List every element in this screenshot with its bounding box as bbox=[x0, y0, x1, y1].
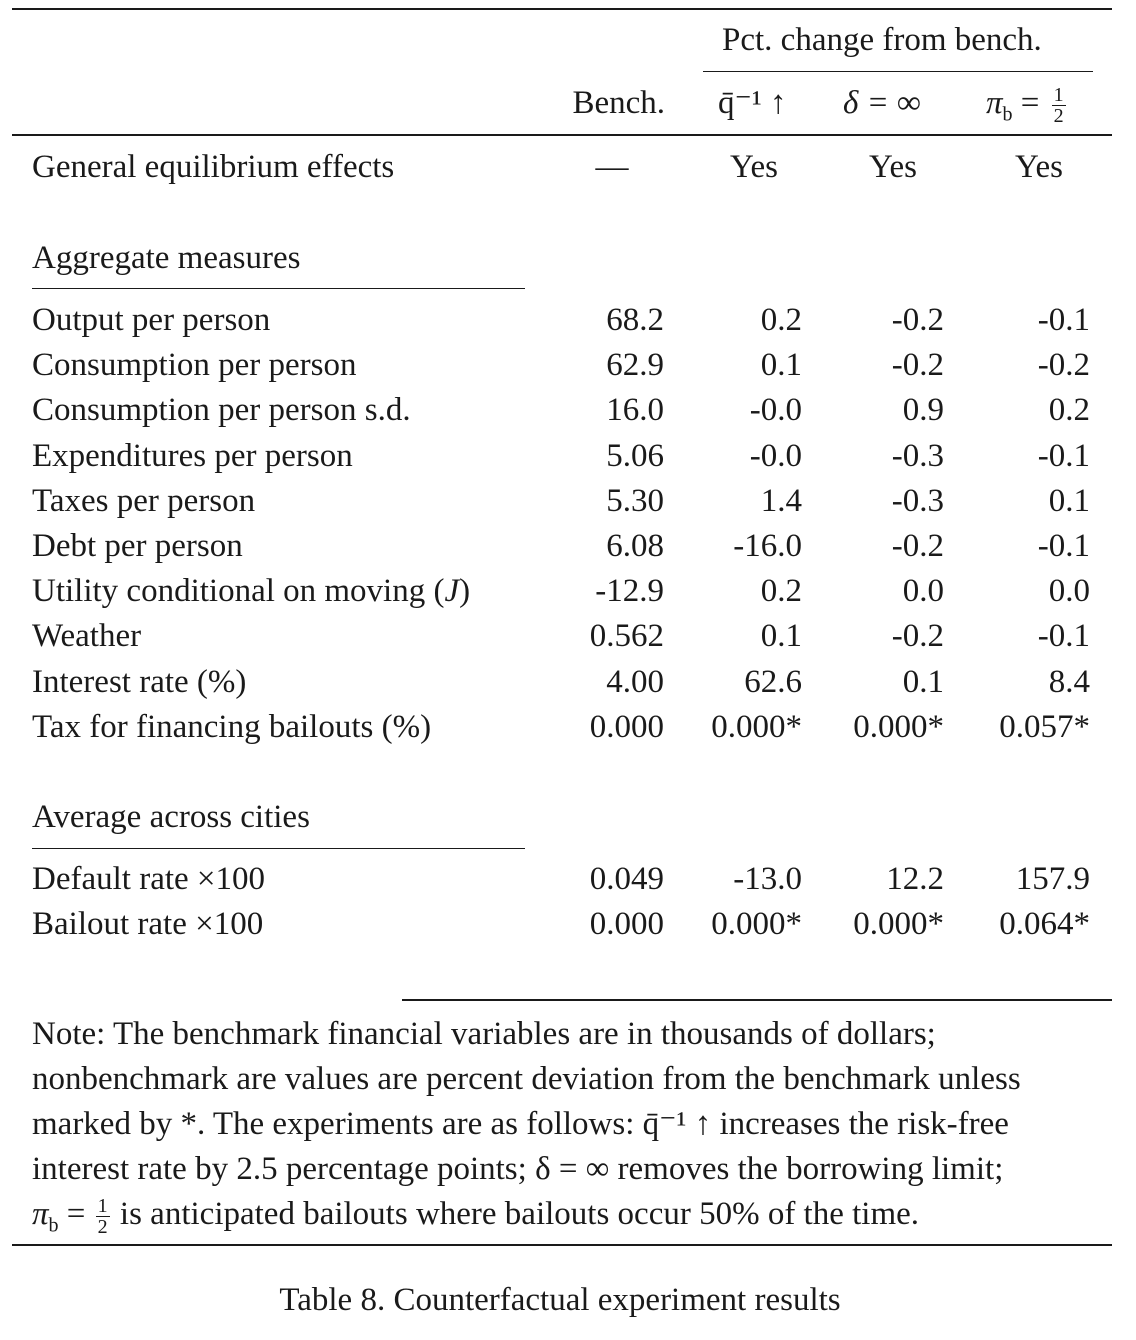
row-label: Weather bbox=[32, 618, 142, 655]
group-rule bbox=[703, 71, 1093, 72]
row-value-col1: 0.2 bbox=[760, 573, 802, 610]
row-value-col0: 5.06 bbox=[606, 437, 664, 474]
ge-col1: Yes bbox=[729, 149, 779, 185]
row-value-col1: -0.0 bbox=[749, 437, 802, 474]
header-q-inverse: q̄⁻¹ ↑ bbox=[718, 85, 787, 121]
row-label: Default rate ×100 bbox=[32, 861, 266, 897]
row-label: Consumption per person bbox=[32, 347, 357, 384]
section-title-aggregate: Aggregate measures bbox=[32, 240, 301, 276]
note-bottom-rule bbox=[12, 1244, 1112, 1246]
row-value-col2: -0.2 bbox=[891, 302, 944, 338]
ge-col3: Yes bbox=[1014, 149, 1064, 185]
note-line: Note: The benchmark financial variables … bbox=[32, 1016, 936, 1052]
row-value-col0: 5.30 bbox=[606, 482, 664, 519]
pi-subscript: b bbox=[1002, 103, 1013, 126]
equals-sign: = bbox=[1020, 85, 1040, 121]
row-value-col1: 0.000* bbox=[711, 708, 802, 745]
row-label: Output per person bbox=[32, 302, 271, 338]
row-value-col2: 0.1 bbox=[902, 663, 944, 700]
row-value-col0: 0.000 bbox=[589, 906, 664, 943]
row-value-col1: 0.000* bbox=[711, 906, 802, 943]
top-rule bbox=[12, 8, 1112, 10]
row-value-col2: 0.0 bbox=[902, 573, 944, 610]
ge-label: General equilibrium effects bbox=[32, 149, 395, 185]
row-value-col2: 12.2 bbox=[886, 861, 944, 897]
row-value-col2: -0.2 bbox=[891, 618, 944, 655]
row-value-col3: 157.9 bbox=[1015, 861, 1090, 897]
row-value-col1: 0.1 bbox=[760, 618, 802, 655]
row-value-col2: -0.3 bbox=[891, 437, 944, 474]
row-value-col3: 0.057* bbox=[999, 708, 1090, 745]
row-value-col3: -0.2 bbox=[1037, 347, 1090, 384]
note-line: marked by *. The experiments are as foll… bbox=[32, 1106, 1009, 1142]
row-value-col2: 0.9 bbox=[902, 392, 944, 429]
table-note: Note: The benchmark financial variables … bbox=[32, 1012, 1092, 1249]
row-value-col2: -0.2 bbox=[891, 528, 944, 564]
table-caption: Table 8. Counterfactual experiment resul… bbox=[279, 1282, 841, 1318]
row-label: Interest rate (%) bbox=[32, 663, 247, 700]
row-label: Consumption per person s.d. bbox=[32, 392, 411, 429]
row-value-col0: -12.9 bbox=[595, 573, 664, 610]
row-value-col3: 0.064* bbox=[999, 906, 1090, 943]
row-value-col1: -13.0 bbox=[733, 861, 802, 897]
row-value-col1: 62.6 bbox=[744, 663, 802, 700]
section1-rule bbox=[32, 288, 525, 289]
section2-rule bbox=[32, 848, 525, 849]
row-label: Tax for financing bailouts (%) bbox=[32, 708, 432, 745]
row-value-col1: 0.2 bbox=[760, 302, 802, 338]
table-bottom-rule bbox=[402, 999, 1112, 1001]
row-label: Expenditures per person bbox=[32, 437, 353, 474]
row-value-col2: 0.000* bbox=[853, 708, 944, 745]
row-value-col2: 0.000* bbox=[853, 906, 944, 943]
row-value-col3: -0.1 bbox=[1037, 437, 1090, 474]
row-label: Taxes per person bbox=[32, 482, 256, 519]
pi-symbol: π bbox=[986, 85, 1003, 121]
row-value-col3: 0.0 bbox=[1048, 573, 1090, 610]
row-value-col0: 16.0 bbox=[606, 392, 664, 429]
header-rule bbox=[12, 134, 1112, 136]
row-value-col1: 1.4 bbox=[760, 482, 802, 519]
ge-col2: Yes bbox=[868, 149, 918, 185]
row-value-col1: -16.0 bbox=[733, 528, 802, 564]
note-line: interest rate by 2.5 percentage points; … bbox=[32, 1151, 1004, 1187]
row-value-col3: 8.4 bbox=[1048, 663, 1090, 700]
row-value-col0: 0.562 bbox=[589, 618, 664, 655]
row-label: Debt per person bbox=[32, 528, 243, 564]
row-value-col2: -0.3 bbox=[891, 482, 944, 519]
section-title-cities: Average across cities bbox=[32, 799, 310, 835]
row-value-col3: -0.1 bbox=[1037, 302, 1090, 338]
note-line: nonbenchmark are values are percent devi… bbox=[32, 1061, 1021, 1097]
row-value-col1: -0.0 bbox=[749, 392, 802, 429]
row-value-col0: 0.000 bbox=[589, 708, 664, 745]
row-value-col2: -0.2 bbox=[891, 347, 944, 384]
row-label: Utility conditional on moving (J) bbox=[32, 573, 471, 610]
row-value-col0: 68.2 bbox=[606, 302, 664, 338]
row-value-col0: 4.00 bbox=[606, 663, 664, 700]
row-value-col0: 0.049 bbox=[589, 861, 664, 897]
row-value-col3: -0.1 bbox=[1037, 618, 1090, 655]
row-value-col0: 6.08 bbox=[606, 528, 664, 564]
row-value-col0: 62.9 bbox=[606, 347, 664, 384]
header-bench: Bench. bbox=[572, 85, 665, 121]
group-header: Pct. change from bench. bbox=[722, 22, 1042, 58]
row-value-col3: -0.1 bbox=[1037, 528, 1090, 564]
ge-bench: — bbox=[595, 149, 629, 185]
row-value-col1: 0.1 bbox=[760, 347, 802, 384]
row-label: Bailout rate ×100 bbox=[32, 906, 264, 943]
header-delta-inf: δ = ∞ bbox=[843, 85, 921, 121]
row-value-col3: 0.2 bbox=[1048, 392, 1090, 429]
row-value-col3: 0.1 bbox=[1048, 482, 1090, 519]
